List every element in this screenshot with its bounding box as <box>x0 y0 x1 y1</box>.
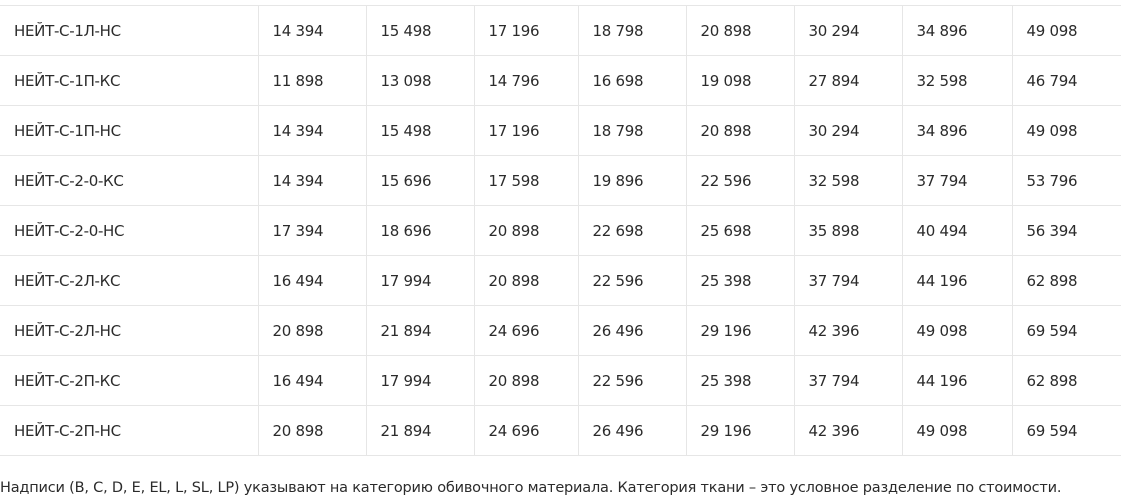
price-cell: 34 896 <box>901 5 1013 56</box>
price-cell: 21 894 <box>365 405 475 456</box>
price-cell: 20 898 <box>685 105 795 156</box>
price-cell: 49 098 <box>1011 5 1121 56</box>
price-cell: 69 594 <box>1011 405 1121 456</box>
price-cell: 30 294 <box>793 5 903 56</box>
price-cell: 29 196 <box>685 405 795 456</box>
table-row: НЕЙТ-С-1П-НС 14 394 15 498 17 196 18 798 20 8… <box>0 105 1121 156</box>
price-cell: 69 594 <box>1011 305 1121 356</box>
model-cell: НЕЙТ-С-2Л-НС <box>0 305 259 356</box>
price-cell: 37 794 <box>901 155 1013 206</box>
price-cell: 62 898 <box>1011 255 1121 306</box>
table-row: НЕЙТ-С-2-0-НС 17 394 18 696 20 898 22 698 25 … <box>0 205 1121 256</box>
table-row: НЕЙТ-С-2П-КС 16 494 17 994 20 898 22 596 25 3… <box>0 355 1121 406</box>
price-cell: 16 494 <box>257 255 367 306</box>
footnote: Надписи (B, C, D, E, EL, L, SL, LP) указ… <box>0 480 1062 496</box>
price-cell: 30 294 <box>793 105 903 156</box>
price-cell: 49 098 <box>1011 105 1121 156</box>
model-cell: НЕЙТ-С-1П-КС <box>0 55 259 106</box>
price-cell: 20 898 <box>257 405 367 456</box>
price-cell: 24 696 <box>473 405 579 456</box>
price-cell: 34 896 <box>901 105 1013 156</box>
price-cell: 14 394 <box>257 105 367 156</box>
price-cell: 26 496 <box>577 305 687 356</box>
model-cell: НЕЙТ-С-2П-КС <box>0 355 259 406</box>
price-cell: 25 398 <box>685 355 795 406</box>
price-cell: 22 698 <box>577 205 687 256</box>
price-cell: 20 898 <box>257 305 367 356</box>
price-cell: 15 498 <box>365 5 475 56</box>
table-row: НЕЙТ-С-2Л-НС 20 898 21 894 24 696 26 496 29 1… <box>0 305 1121 356</box>
model-cell: НЕЙТ-С-2-0-НС <box>0 205 259 256</box>
price-cell: 18 696 <box>365 205 475 256</box>
model-cell: НЕЙТ-С-2П-НС <box>0 405 259 456</box>
price-cell: 29 196 <box>685 305 795 356</box>
price-cell: 62 898 <box>1011 355 1121 406</box>
model-cell: НЕЙТ-С-1П-НС <box>0 105 259 156</box>
price-cell: 13 098 <box>365 55 475 106</box>
price-cell: 25 398 <box>685 255 795 306</box>
table-body: НЕЙТ-С-1Л-НС 14 394 15 498 17 196 18 798 20 8… <box>0 5 1121 456</box>
price-cell: 37 794 <box>793 255 903 306</box>
price-cell: 40 494 <box>901 205 1013 256</box>
price-cell: 17 394 <box>257 205 367 256</box>
price-cell: 42 396 <box>793 305 903 356</box>
price-cell: 56 394 <box>1011 205 1121 256</box>
price-cell: 32 598 <box>901 55 1013 106</box>
price-cell: 14 394 <box>257 155 367 206</box>
price-cell: 46 794 <box>1011 55 1121 106</box>
price-cell: 17 196 <box>473 105 579 156</box>
price-cell: 22 596 <box>577 355 687 406</box>
table-row: НЕЙТ-С-2-0-КС 14 394 15 696 17 598 19 896 22 … <box>0 155 1121 206</box>
price-cell: 18 798 <box>577 105 687 156</box>
model-cell: НЕЙТ-С-2-0-КС <box>0 155 259 206</box>
price-cell: 14 394 <box>257 5 367 56</box>
price-cell: 15 498 <box>365 105 475 156</box>
price-cell: 35 898 <box>793 205 903 256</box>
table-row: НЕЙТ-С-1Л-НС 14 394 15 498 17 196 18 798 20 8… <box>0 5 1121 56</box>
table-row: НЕЙТ-С-2П-НС 20 898 21 894 24 696 26 496 29 1… <box>0 405 1121 456</box>
price-cell: 20 898 <box>685 5 795 56</box>
price-cell: 53 796 <box>1011 155 1121 206</box>
price-cell: 42 396 <box>793 405 903 456</box>
price-cell: 20 898 <box>473 255 579 306</box>
price-cell: 24 696 <box>473 305 579 356</box>
price-cell: 17 196 <box>473 5 579 56</box>
price-cell: 19 098 <box>685 55 795 106</box>
price-cell: 20 898 <box>473 205 579 256</box>
price-cell: 22 596 <box>685 155 795 206</box>
price-cell: 26 496 <box>577 405 687 456</box>
price-cell: 14 796 <box>473 55 579 106</box>
price-cell: 49 098 <box>901 305 1013 356</box>
model-cell: НЕЙТ-С-1Л-НС <box>0 5 259 56</box>
price-cell: 20 898 <box>473 355 579 406</box>
price-cell: 49 098 <box>901 405 1013 456</box>
price-cell: 17 994 <box>365 255 475 306</box>
table-row: НЕЙТ-С-2Л-КС 16 494 17 994 20 898 22 596 25 3… <box>0 255 1121 306</box>
price-cell: 16 494 <box>257 355 367 406</box>
price-cell: 21 894 <box>365 305 475 356</box>
price-cell: 37 794 <box>793 355 903 406</box>
model-cell: НЕЙТ-С-2Л-КС <box>0 255 259 306</box>
price-cell: 32 598 <box>793 155 903 206</box>
price-cell: 15 696 <box>365 155 475 206</box>
price-cell: 17 994 <box>365 355 475 406</box>
price-cell: 44 196 <box>901 255 1013 306</box>
price-cell: 16 698 <box>577 55 687 106</box>
price-cell: 44 196 <box>901 355 1013 406</box>
price-cell: 19 896 <box>577 155 687 206</box>
table-row: НЕЙТ-С-1П-КС 11 898 13 098 14 796 16 698 19 0… <box>0 55 1121 106</box>
price-cell: 11 898 <box>257 55 367 106</box>
price-cell: 27 894 <box>793 55 903 106</box>
price-cell: 17 598 <box>473 155 579 206</box>
price-cell: 18 798 <box>577 5 687 56</box>
price-cell: 22 596 <box>577 255 687 306</box>
price-table: НЕЙТ-С-1Л-НС 14 394 15 498 17 196 18 798 20 8… <box>0 5 1121 456</box>
price-cell: 25 698 <box>685 205 795 256</box>
